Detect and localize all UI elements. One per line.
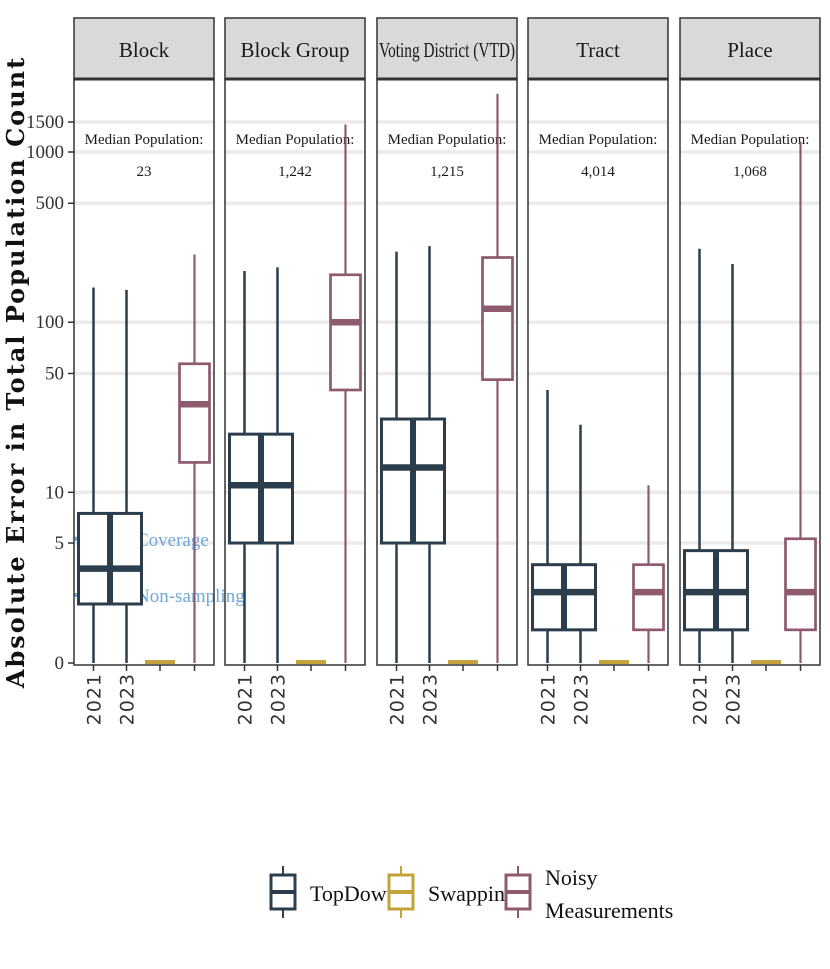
panel-border	[679, 78, 821, 666]
x-tick-label: 2021	[84, 673, 106, 725]
panel-border	[376, 78, 518, 666]
box-iqr	[632, 563, 665, 632]
y-tick-label: 500	[36, 193, 65, 214]
panel-border	[527, 78, 669, 666]
box-iqr	[77, 511, 110, 606]
strip-label: Tract	[576, 38, 620, 62]
legend-key	[387, 866, 415, 918]
facet-panel: Place Median Population: 1,068 2021 2023	[679, 17, 821, 725]
y-tick-label: 1000	[26, 142, 64, 163]
median-population-title: Median Population:	[388, 132, 507, 148]
box-topdown	[261, 267, 294, 663]
median-population-value: 1,068	[733, 164, 767, 180]
box-noisy-measurements	[481, 93, 514, 663]
box-topdown	[110, 289, 143, 663]
strip-label: Block	[119, 38, 170, 62]
box-iqr	[784, 537, 817, 632]
y-tick-label: 5	[55, 533, 65, 554]
legend-label: Noisy	[545, 865, 598, 890]
strip-header	[73, 17, 215, 80]
median-population-title: Median Population:	[691, 132, 810, 148]
box-iqr	[481, 256, 514, 381]
y-tick-label: 100	[36, 312, 65, 333]
box-noisy-measurements	[784, 141, 817, 663]
box-iqr	[110, 511, 143, 606]
x-tick-label: 2023	[268, 673, 290, 725]
box-noisy-measurements	[329, 124, 362, 663]
x-tick-label: 2023	[117, 673, 139, 725]
box-topdown	[564, 424, 597, 663]
y-tick-label: 0	[55, 653, 65, 674]
strip-label: Place	[727, 38, 772, 62]
box-iqr	[380, 417, 413, 545]
y-axis-label: Absolute Error in Total Population Count	[1, 56, 30, 689]
panel-border	[224, 78, 366, 666]
strip-header	[376, 17, 518, 80]
reference-line-label: Coverage	[136, 530, 209, 551]
panel-border	[73, 78, 215, 666]
box-iqr	[531, 563, 564, 632]
median-population-value: 4,014	[581, 164, 615, 180]
median-population-title: Median Population:	[539, 132, 658, 148]
facet-panel: Voting District (VTD) Median Population: 1…	[376, 17, 518, 725]
box-noisy-measurements	[178, 254, 211, 663]
facet-panel: Block Median Population: 23 Coverage Non-sam…	[73, 17, 245, 725]
x-tick-label: 2023	[723, 673, 745, 725]
box-noisy-measurements	[632, 485, 665, 663]
strip-label: Voting District (VTD)	[379, 38, 515, 62]
reference-line-label: Non-sampling	[136, 586, 245, 607]
x-tick-label: 2021	[538, 673, 560, 725]
box-iqr	[261, 432, 294, 545]
y-tick-label: 1500	[26, 112, 64, 133]
legend-label: TopDown	[310, 881, 398, 906]
box-iqr	[564, 563, 597, 632]
y-axis: 0 5 10 50 100 500 1000 1500	[26, 112, 74, 674]
legend-key	[504, 866, 532, 918]
legend: TopDown Swapping Noisy Measurements	[269, 865, 673, 923]
box-iqr	[413, 417, 446, 545]
y-tick-label: 10	[45, 482, 64, 503]
legend-item: Noisy Measurements	[504, 865, 673, 923]
strip-label: Block Group	[240, 38, 349, 62]
x-tick-label: 2021	[690, 673, 712, 725]
box-topdown	[228, 270, 261, 663]
legend-key	[269, 866, 297, 918]
median-population-title: Median Population:	[236, 132, 355, 148]
legend-item: TopDown	[269, 866, 398, 918]
box-topdown	[531, 389, 564, 663]
box-iqr	[228, 432, 261, 545]
facet-panel: Tract Median Population: 4,014 2021 2023	[527, 17, 669, 725]
median-population-value: 1,242	[278, 164, 312, 180]
box-iqr	[329, 273, 362, 392]
box-topdown	[683, 248, 716, 663]
box-topdown	[716, 263, 749, 663]
box-iqr	[178, 362, 211, 464]
strip-header	[527, 17, 669, 80]
legend-label: Swapping	[428, 881, 516, 906]
median-population-title: Median Population:	[85, 132, 204, 148]
x-tick-label: 2023	[420, 673, 442, 725]
median-population-value: 23	[137, 164, 152, 180]
median-population-value: 1,215	[430, 164, 464, 180]
facet-panel: Block Group Median Population: 1,242 2021 20…	[224, 17, 366, 725]
box-topdown	[77, 287, 110, 663]
legend-item: Swapping	[387, 866, 516, 918]
x-tick-label: 2021	[235, 673, 257, 725]
y-tick-label: 50	[45, 363, 64, 384]
legend-label: Measurements	[545, 898, 673, 923]
x-tick-label: 2023	[571, 673, 593, 725]
box-topdown	[413, 246, 446, 663]
box-topdown	[380, 251, 413, 663]
facet-panels: Block Median Population: 23 Coverage Non-sam…	[73, 17, 821, 725]
x-tick-label: 2021	[387, 673, 409, 725]
